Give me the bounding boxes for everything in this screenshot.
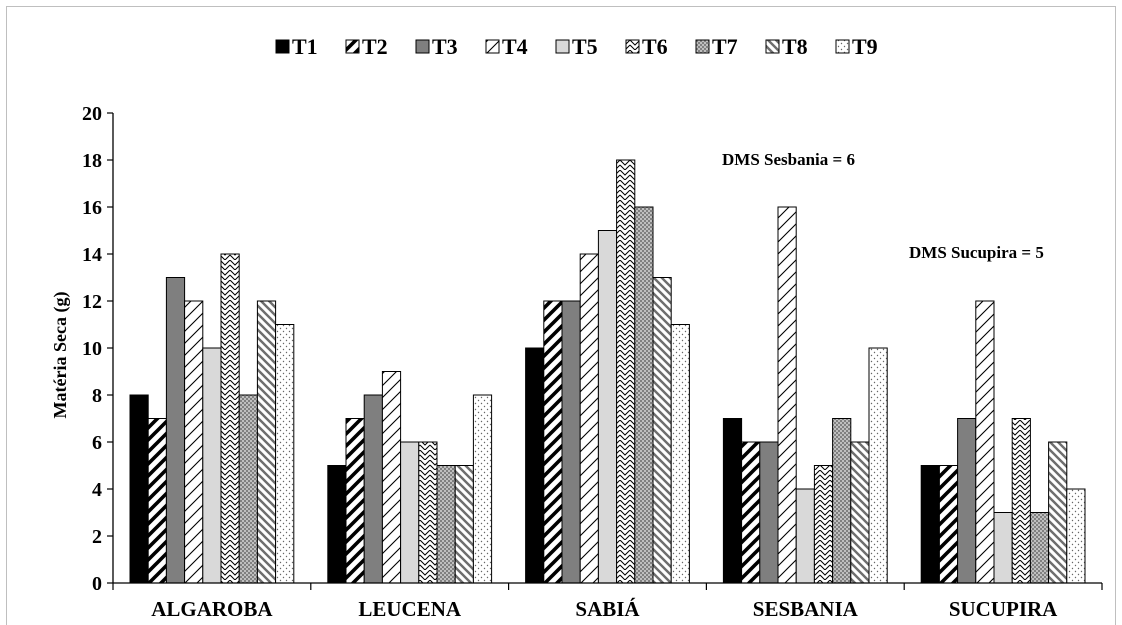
annotation-dms-sucupira: DMS Sucupira = 5 (909, 243, 1044, 262)
legend-item-t1: T1 (275, 34, 318, 59)
bar-algaroba-t8 (256, 300, 277, 584)
bar-leucena-t2 (345, 418, 365, 584)
legend-label: T7 (712, 34, 738, 59)
bar-sabia-t7 (634, 206, 654, 584)
legend-item-t7: T7 (695, 34, 738, 59)
y-tick-label: 20 (82, 103, 102, 125)
bar-sesbania-t4 (777, 206, 797, 584)
legend-label: T8 (782, 34, 808, 59)
legend-item-t9: T9 (835, 34, 878, 59)
legend-label: T9 (852, 34, 878, 59)
legend-swatch (415, 39, 430, 54)
legend-swatch (345, 39, 360, 54)
legend-item-t4: T4 (485, 34, 528, 59)
legend-item-t6: T6 (625, 34, 668, 59)
legend-label: T2 (362, 34, 388, 59)
bar-algaroba-t1 (129, 394, 149, 584)
legend-swatch (625, 39, 640, 54)
legend-swatch (555, 39, 570, 54)
bar-sesbania-t6 (813, 465, 834, 584)
bar-algaroba-t2 (147, 418, 167, 584)
bar-sesbania-t8 (850, 441, 870, 584)
category-label-sabia: SABIÁ (575, 597, 640, 621)
bar-sabia-t2 (543, 300, 563, 584)
bar-sucupira-t5 (993, 512, 1013, 584)
y-tick-label: 16 (82, 197, 102, 219)
bar-sesbania-t7 (832, 418, 852, 584)
legend-label: T4 (502, 34, 528, 59)
bar-sucupira-t3 (957, 418, 977, 584)
category-label-sucupira: SUCUPIRA (949, 597, 1058, 621)
category-label-algaroba: ALGAROBA (151, 597, 273, 621)
bar-sabia-t5 (597, 230, 618, 584)
y-tick-label: 18 (82, 150, 102, 172)
category-label-sesbania: SESBANIA (753, 597, 859, 621)
bar-leucena-t7 (436, 465, 456, 584)
bar-sesbania-t2 (741, 441, 761, 584)
bar-sucupira-t6 (1011, 418, 1031, 584)
legend-item-t2: T2 (345, 34, 388, 59)
bar-algaroba-t9 (275, 324, 295, 584)
bar-algaroba-t4 (184, 300, 204, 584)
y-tick-label: 4 (92, 479, 102, 501)
legend-label: T1 (292, 34, 318, 59)
bar-leucena-t1 (327, 465, 347, 584)
legend-swatch (275, 39, 290, 54)
bar-sabia-t1 (525, 347, 545, 584)
bar-sucupira-t4 (975, 300, 995, 584)
bar-sucupira-t2 (938, 465, 959, 584)
bar-sucupira-t8 (1048, 441, 1068, 584)
bar-sesbania-t3 (759, 441, 779, 584)
bar-leucena-t6 (418, 441, 438, 584)
bar-leucena-t9 (472, 394, 493, 584)
bar-sabia-t8 (652, 277, 672, 584)
bar-leucena-t4 (381, 371, 402, 584)
bar-algaroba-t6 (220, 253, 240, 584)
y-tick-label: 6 (92, 432, 102, 454)
bar-leucena-t3 (363, 394, 383, 584)
bar-sucupira-t9 (1066, 488, 1086, 584)
legend-item-t5: T5 (555, 34, 598, 59)
legend-swatch (485, 39, 500, 54)
bar-leucena-t8 (454, 465, 474, 584)
bar-algaroba-t7 (238, 394, 258, 584)
y-tick-label: 0 (92, 573, 102, 595)
legend-label: T6 (642, 34, 668, 59)
bar-sucupira-t7 (1029, 512, 1050, 584)
legend-swatch (835, 39, 850, 54)
legend-item-t3: T3 (415, 34, 458, 59)
y-axis: 0 2 4 6 8 10 12 14 16 18 20 (82, 103, 114, 595)
legend: T1 T2 T3 T4 T5 T6 T7 T8 T9 (275, 34, 878, 59)
x-axis: ALGAROBA LEUCENA SABIÁ SESBANIA SUCUPIRA (112, 582, 1103, 621)
annotation-dms-sesbania: DMS Sesbania = 6 (722, 150, 855, 169)
category-label-leucena: LEUCENA (358, 597, 462, 621)
legend-label: T3 (432, 34, 458, 59)
y-tick-label: 10 (82, 338, 102, 360)
y-axis-title: Matéria Seca (g) (50, 292, 71, 419)
bar-sabia-t4 (579, 253, 599, 584)
legend-item-t8: T8 (765, 34, 808, 59)
plot-area (129, 159, 1086, 584)
bar-sesbania-t5 (795, 488, 815, 584)
legend-swatch (765, 39, 780, 54)
bar-algaroba-t5 (202, 347, 222, 584)
y-tick-label: 8 (92, 385, 102, 407)
bar-algaroba-t3 (165, 277, 186, 584)
bar-sucupira-t1 (920, 465, 940, 584)
legend-swatch (695, 39, 710, 54)
chart-frame (6, 6, 1116, 625)
bar-sabia-t3 (561, 300, 581, 584)
legend-label: T5 (572, 34, 598, 59)
bar-sabia-t9 (670, 324, 690, 584)
bar-sesbania-t9 (868, 347, 888, 584)
y-tick-label: 12 (82, 291, 102, 313)
y-tick-label: 14 (82, 244, 102, 266)
bar-sabia-t6 (616, 159, 636, 584)
y-tick-label: 2 (92, 526, 102, 548)
bar-leucena-t5 (400, 441, 420, 584)
bar-sesbania-t1 (722, 418, 743, 584)
